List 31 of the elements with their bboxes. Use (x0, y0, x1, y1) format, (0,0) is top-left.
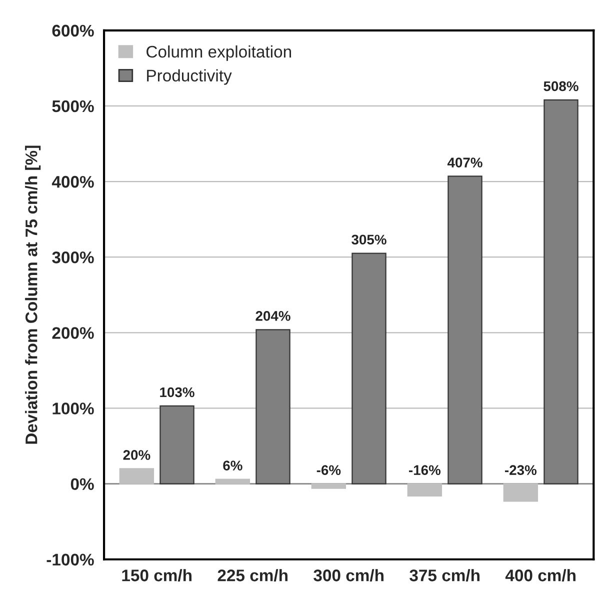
x-tick-label: 300 cm/h (314, 569, 384, 582)
legend-label: Column exploitation (146, 45, 292, 61)
data-label: -6% (316, 465, 341, 476)
data-label: 508% (544, 81, 578, 92)
bar (407, 483, 442, 496)
bar (119, 468, 154, 484)
bar (503, 483, 538, 502)
data-label: 6% (223, 460, 242, 470)
data-label: -16% (409, 465, 441, 476)
x-tick-label: 225 cm/h (218, 569, 288, 582)
y-tick-label: 500% (52, 100, 94, 112)
legend-label: Productivity (147, 69, 232, 85)
data-label: 407% (447, 158, 482, 168)
x-tick-label: 375 cm/h (410, 569, 480, 582)
data-label: 103% (160, 387, 194, 398)
y-tick-label: -100% (46, 554, 94, 566)
y-tick-label: 600% (52, 24, 94, 37)
y-tick-label: 100% (52, 402, 94, 414)
y-tick-label: 200% (52, 327, 94, 339)
y-tick-label: 300% (52, 252, 94, 264)
y-tick-label: 0% (70, 478, 94, 490)
data-label: 305% (352, 234, 386, 245)
bar (311, 483, 346, 489)
x-tick-label: 150 cm/h (122, 569, 192, 582)
data-label: -23% (505, 465, 537, 476)
bar (215, 478, 250, 484)
x-tick-label: 400 cm/h (505, 569, 576, 582)
data-label: 20% (123, 450, 150, 460)
y-axis-title: Deviation from Column at 75 cm/h [%] (25, 146, 41, 444)
data-label: 204% (256, 311, 290, 321)
y-tick-label: 400% (52, 176, 94, 188)
